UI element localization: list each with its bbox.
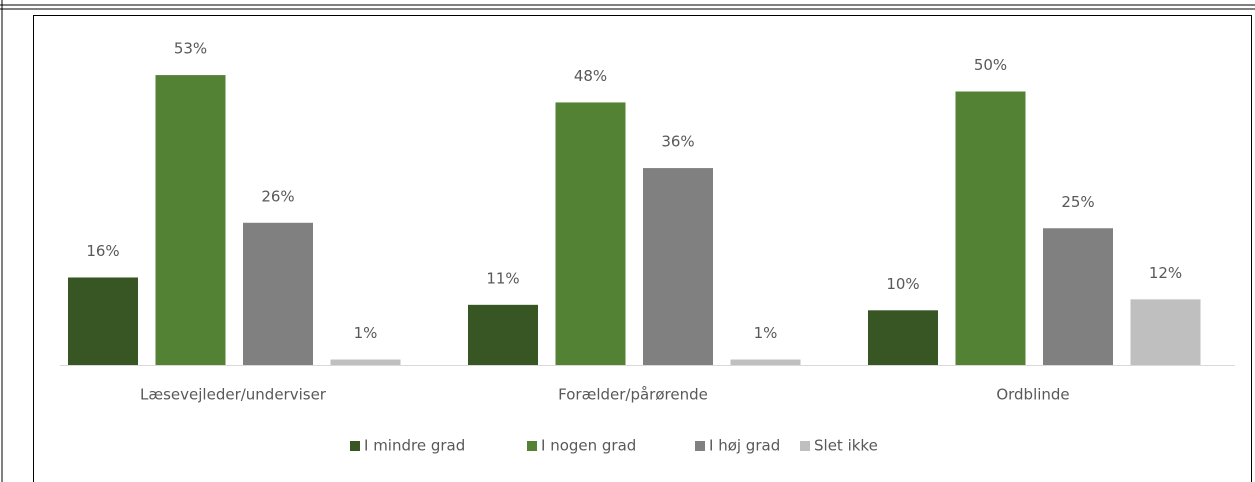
legend-label: I høj grad bbox=[709, 437, 780, 455]
legend-label: I nogen grad bbox=[541, 437, 636, 455]
data-label: 11% bbox=[486, 269, 519, 287]
data-label: 50% bbox=[974, 56, 1007, 74]
bar bbox=[468, 304, 538, 365]
bar bbox=[868, 310, 938, 365]
bar bbox=[68, 277, 138, 365]
bar bbox=[155, 75, 226, 365]
data-label: 1% bbox=[354, 324, 378, 342]
x-tick-label: Forælder/pårørende bbox=[558, 386, 708, 404]
legend-label: Slet ikke bbox=[814, 437, 878, 455]
legend-label: I mindre grad bbox=[364, 437, 465, 455]
data-label: 16% bbox=[86, 242, 119, 260]
bar bbox=[643, 168, 713, 365]
bar bbox=[555, 102, 626, 365]
bar bbox=[1130, 299, 1201, 365]
data-label: 10% bbox=[886, 275, 919, 293]
legend-swatch bbox=[800, 441, 810, 451]
data-label: 12% bbox=[1149, 264, 1182, 282]
legend-swatch bbox=[527, 441, 537, 451]
x-tick-label: Læsevejleder/underviser bbox=[140, 386, 327, 404]
data-label: 53% bbox=[174, 40, 207, 58]
bar bbox=[1043, 228, 1113, 365]
data-label: 25% bbox=[1061, 193, 1094, 211]
x-tick-label: Ordblinde bbox=[996, 386, 1069, 404]
legend-swatch bbox=[695, 441, 705, 451]
data-label: 26% bbox=[261, 187, 294, 205]
bar bbox=[330, 359, 401, 365]
bar bbox=[730, 359, 801, 365]
data-label: 48% bbox=[574, 67, 607, 85]
legend-swatch bbox=[350, 441, 360, 451]
data-label: 36% bbox=[661, 133, 694, 151]
bar bbox=[243, 222, 313, 365]
bar bbox=[955, 91, 1026, 365]
data-label: 1% bbox=[754, 324, 778, 342]
